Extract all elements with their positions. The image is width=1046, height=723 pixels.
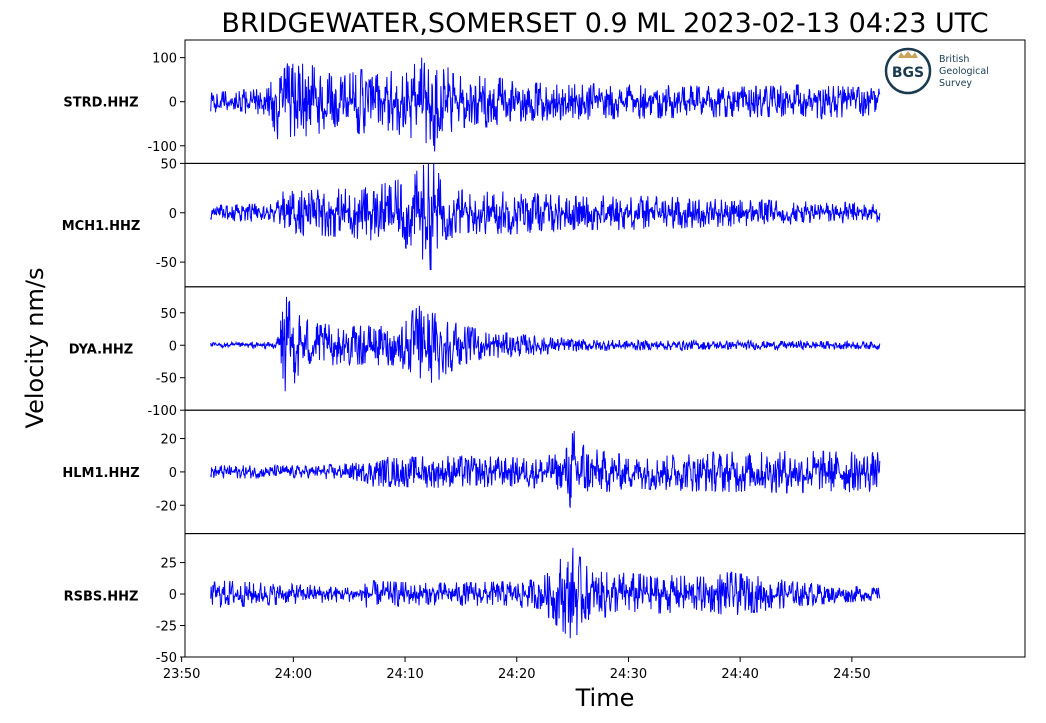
y-tick-label: -50 bbox=[156, 651, 177, 666]
logo-line-british: British bbox=[939, 54, 969, 65]
y-tick-label: -50 bbox=[156, 372, 177, 387]
panel-hlm1-hhz: 20 0 -20 HLM1.HHZ bbox=[62, 409, 1026, 535]
y-tick-label: 0 bbox=[169, 588, 177, 603]
station-label: STRD.HHZ bbox=[63, 96, 138, 111]
y-tick-label: -100 bbox=[147, 140, 177, 155]
x-axis: 23:50 24:00 24:10 24:20 24:30 24:40 24:50 bbox=[163, 657, 871, 682]
panel-rsbs-hhz: 25 0 -25 -50 RSBS.HHZ bbox=[64, 533, 1026, 666]
station-label: RSBS.HHZ bbox=[64, 589, 139, 604]
y-tick-label: 20 bbox=[160, 433, 177, 448]
station-label: DYA.HHZ bbox=[69, 343, 133, 358]
x-tick-label: 24:50 bbox=[833, 667, 870, 682]
panel-frame bbox=[184, 409, 1026, 535]
y-axis-label: Velocity nm/s bbox=[21, 268, 49, 429]
x-tick-label: 24:30 bbox=[610, 667, 647, 682]
waveform-trace bbox=[210, 296, 881, 392]
logo-line-survey: Survey bbox=[939, 78, 972, 89]
x-tick-label: 23:50 bbox=[163, 667, 200, 682]
y-tick-label: -50 bbox=[156, 256, 177, 271]
logo-line-geological: Geological bbox=[939, 66, 989, 77]
panels: 100 0 -100 STRD.HHZ 50 0 -50 MCH1.HHZ 50 0 -50 -100… bbox=[62, 39, 1026, 666]
bgs-logo: BGS British Geological Survey bbox=[884, 47, 989, 95]
y-tick-label: -20 bbox=[156, 499, 177, 514]
panel-strd-hhz: 100 0 -100 STRD.HHZ bbox=[63, 39, 1026, 164]
y-tick-label: -25 bbox=[156, 620, 177, 635]
x-tick-label: 24:40 bbox=[721, 667, 758, 682]
panel-dya-hhz: 50 0 -50 -100 DYA.HHZ bbox=[69, 286, 1026, 419]
y-tick-label: 0 bbox=[169, 339, 177, 354]
logo-abbreviation: BGS bbox=[892, 65, 924, 81]
crown-icon bbox=[898, 51, 918, 58]
chart-title: BRIDGEWATER,SOMERSET 0.9 ML 2023-02-13 0… bbox=[221, 8, 988, 39]
logo-ring-icon bbox=[884, 47, 932, 95]
waveform-trace bbox=[210, 547, 881, 639]
y-tick-label: 0 bbox=[169, 466, 177, 481]
panel-frame bbox=[184, 533, 1026, 658]
waveform-trace bbox=[210, 430, 881, 508]
y-tick-label: -100 bbox=[147, 404, 177, 419]
y-tick-label: 25 bbox=[160, 557, 177, 572]
waveform-trace bbox=[210, 163, 881, 271]
x-tick-label: 24:10 bbox=[386, 667, 423, 682]
x-tick-label: 24:20 bbox=[498, 667, 535, 682]
panel-mch1-hhz: 50 0 -50 MCH1.HHZ bbox=[62, 157, 1026, 288]
y-tick-label: 0 bbox=[169, 96, 177, 111]
y-tick-label: 100 bbox=[152, 52, 177, 67]
station-label: HLM1.HHZ bbox=[62, 466, 139, 481]
y-tick-label: 50 bbox=[160, 157, 177, 172]
y-tick-label: 50 bbox=[160, 307, 177, 322]
x-tick-label: 24:00 bbox=[275, 667, 312, 682]
panel-frame bbox=[184, 162, 1026, 288]
station-label: MCH1.HHZ bbox=[62, 219, 141, 234]
waveform-trace bbox=[210, 57, 881, 152]
x-axis-label: Time bbox=[575, 684, 635, 712]
y-tick-label: 0 bbox=[169, 207, 177, 222]
